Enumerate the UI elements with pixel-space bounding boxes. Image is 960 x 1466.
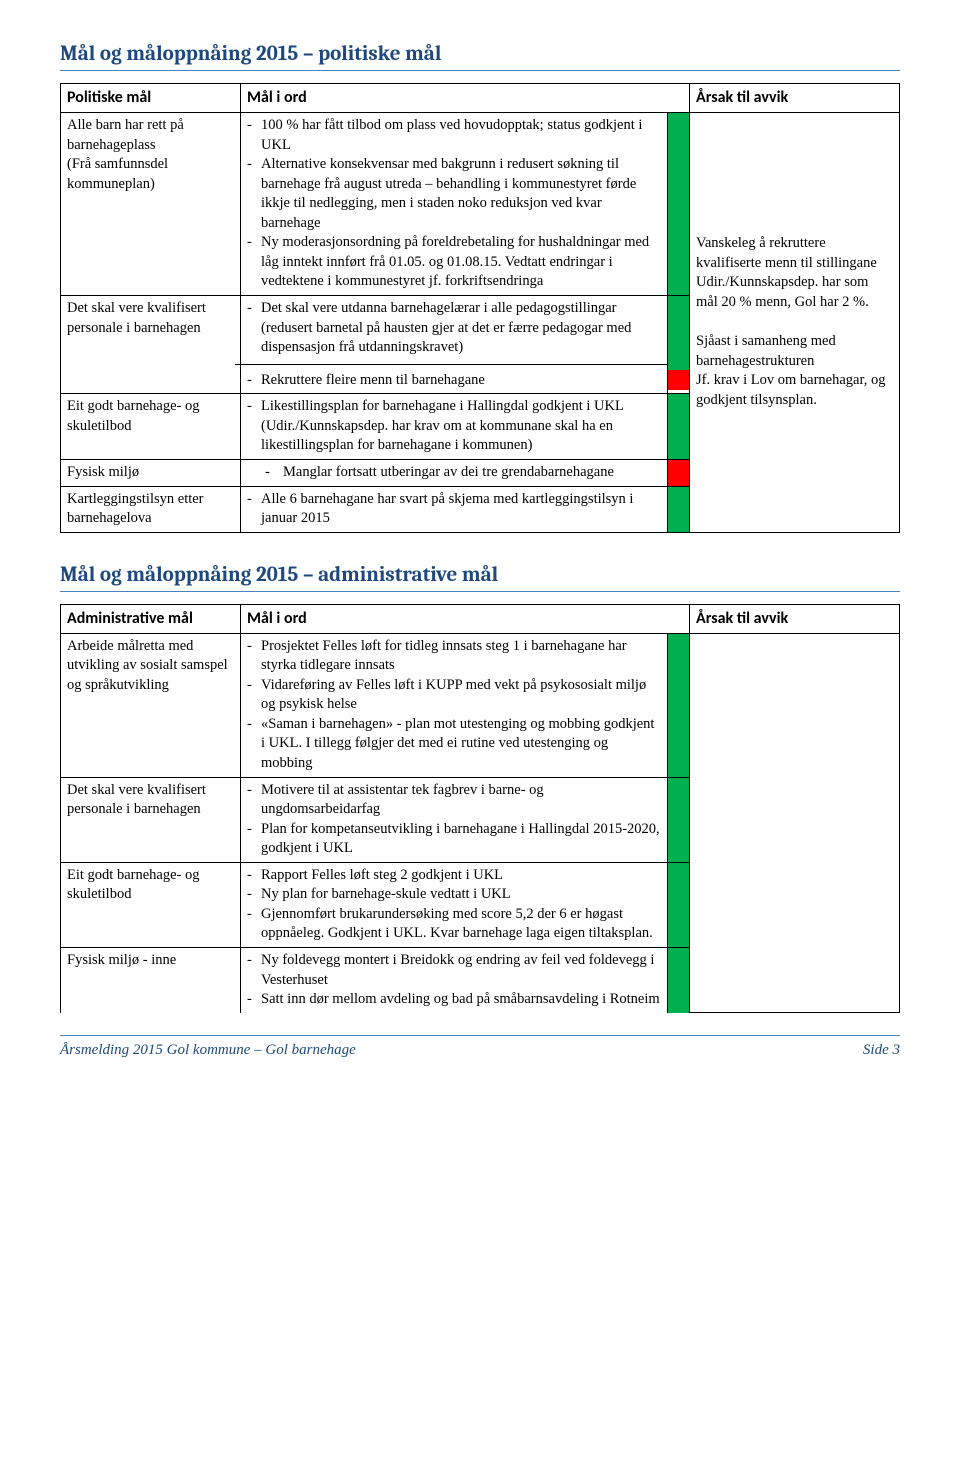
list-item: Manglar fortsatt utberingar av dei tre g…	[265, 463, 661, 483]
status-cell	[668, 633, 690, 777]
row-label: Arbeide målretta med utvikling av sosial…	[61, 633, 241, 777]
footer-left: Årsmelding 2015 Gol kommune – Gol barneh…	[60, 1040, 356, 1060]
list-item: Plan for kompetanseutvikling i barnehaga…	[247, 820, 661, 859]
row-content: Det skal vere utdanna barnehagelærar i a…	[241, 296, 668, 394]
table-row: Arbeide målretta med utvikling av sosial…	[61, 633, 900, 777]
status-cell	[668, 862, 690, 947]
row-label: Kartleggingstilsyn etter barnehagelova	[61, 486, 241, 532]
col-header-reason: Årsak til avvik	[690, 604, 900, 633]
row-content: Prosjektet Felles løft for tidleg innsat…	[241, 633, 668, 777]
table-administrative-mal: Administrative mål Mål i ord Årsak til a…	[60, 604, 900, 1013]
list-item: Vidareføring av Felles løft i KUPP med v…	[247, 676, 661, 715]
status-cell	[668, 112, 690, 295]
list-item: Rapport Felles løft steg 2 godkjent i UK…	[247, 866, 661, 886]
list-item: Det skal vere utdanna barnehagelærar i a…	[247, 299, 661, 358]
row-label: Det skal vere kvalifisert personale i ba…	[61, 777, 241, 862]
reason-cell: Vanskeleg å rekruttere kvalifiserte menn…	[690, 112, 900, 532]
list-item: Ny plan for barnehage-skule vedtatt i UK…	[247, 885, 661, 905]
status-cell	[668, 296, 690, 394]
list-item: Likestillingsplan for barnehagane i Hall…	[247, 397, 661, 456]
list-item: Ny moderasjonsordning på foreldrebetalin…	[247, 233, 661, 292]
reason-cell	[690, 633, 900, 1013]
list-item: Alle 6 barnehagane har svart på skjema m…	[247, 490, 661, 529]
col-header-label: Politiske mål	[61, 84, 241, 113]
row-label: Eit godt barnehage- og skuletilbod	[61, 862, 241, 947]
list-item: Prosjektet Felles løft for tidleg innsat…	[247, 637, 661, 676]
row-content: 100 % har fått tilbod om plass ved hovud…	[241, 112, 668, 295]
col-header-main: Mål i ord	[241, 84, 690, 113]
status-cell	[668, 394, 690, 460]
col-header-main: Mål i ord	[241, 604, 690, 633]
row-content: Alle 6 barnehagane har svart på skjema m…	[241, 486, 668, 532]
status-cell	[668, 948, 690, 1013]
list-item: Satt inn dør mellom avdeling og bad på s…	[247, 990, 661, 1010]
table-politiske-mal: Politiske mål Mål i ord Årsak til avvik …	[60, 83, 900, 532]
row-content: Manglar fortsatt utberingar av dei tre g…	[241, 459, 668, 486]
row-content: Likestillingsplan for barnehagane i Hall…	[241, 394, 668, 460]
status-cell	[668, 777, 690, 862]
col-header-label: Administrative mål	[61, 604, 241, 633]
table-row: Alle barn har rett på barnehageplass(Frå…	[61, 112, 900, 295]
row-label: Fysisk miljø	[61, 459, 241, 486]
section1-heading: Mål og måloppnåing 2015 – politiske mål	[60, 40, 900, 71]
section2-heading: Mål og måloppnåing 2015 – administrative…	[60, 561, 900, 592]
list-item: Ny foldevegg montert i Breidokk og endri…	[247, 951, 661, 990]
list-item: «Saman i barnehagen» - plan mot utesteng…	[247, 715, 661, 774]
list-item: Rekruttere fleire menn til barnehagane	[247, 371, 661, 391]
row-label: Eit godt barnehage- og skuletilbod	[61, 394, 241, 460]
page-footer: Årsmelding 2015 Gol kommune – Gol barneh…	[60, 1035, 900, 1060]
list-item: Alternative konsekvensar med bakgrunn i …	[247, 155, 661, 233]
row-content: Ny foldevegg montert i Breidokk og endri…	[241, 948, 668, 1013]
row-label: Fysisk miljø - inne	[61, 948, 241, 1013]
list-item: Gjennomført brukarundersøking med score …	[247, 905, 661, 944]
list-item: 100 % har fått tilbod om plass ved hovud…	[247, 116, 661, 155]
list-item: Motivere til at assistentar tek fagbrev …	[247, 781, 661, 820]
row-content: Motivere til at assistentar tek fagbrev …	[241, 777, 668, 862]
status-cell	[668, 486, 690, 532]
row-label: Det skal vere kvalifisert personale i ba…	[61, 296, 241, 394]
footer-right: Side 3	[863, 1040, 900, 1060]
status-cell	[668, 459, 690, 486]
col-header-reason: Årsak til avvik	[690, 84, 900, 113]
row-label: Alle barn har rett på barnehageplass(Frå…	[61, 112, 241, 295]
row-content: Rapport Felles løft steg 2 godkjent i UK…	[241, 862, 668, 947]
